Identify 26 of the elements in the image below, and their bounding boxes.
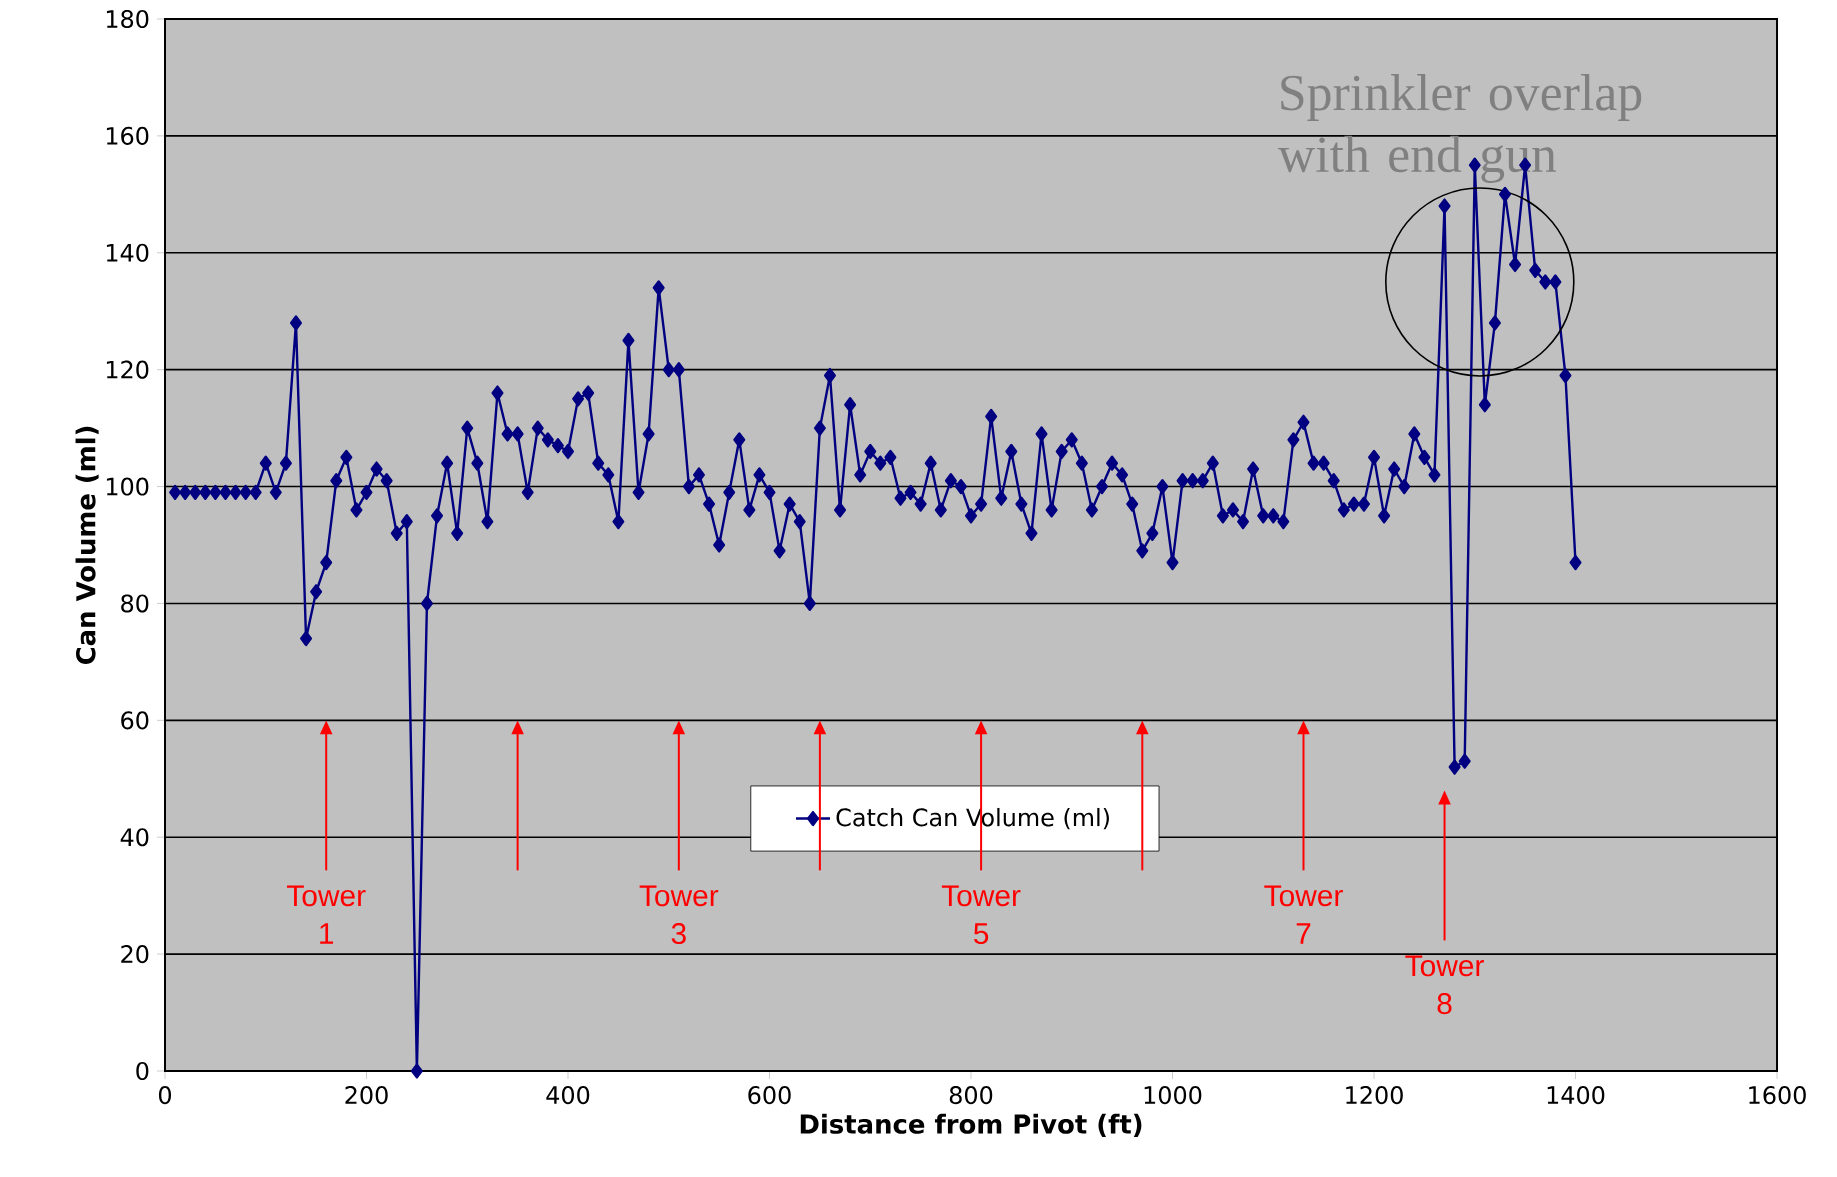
y-tick-label: 0 bbox=[136, 1061, 149, 1081]
x-axis-title: Distance from Pivot (ft) bbox=[800, 1113, 1142, 1137]
x-tick-label: 800 bbox=[949, 1086, 993, 1105]
annotation: Tower 1 bbox=[287, 885, 366, 944]
annotation: Tower 3 bbox=[639, 885, 719, 945]
x-tick-label: 600 bbox=[748, 1086, 791, 1105]
annotation: Tower 5 bbox=[941, 885, 1021, 945]
y-tick-label: 60 bbox=[121, 711, 149, 730]
y-tick-label: 140 bbox=[106, 243, 149, 262]
x-tick-label: 0 bbox=[158, 1086, 172, 1105]
x-tick-label: 1400 bbox=[1547, 1086, 1605, 1105]
y-tick-label: 80 bbox=[121, 594, 149, 613]
y-tick-label: 20 bbox=[121, 945, 149, 964]
y-tick-label: 160 bbox=[106, 126, 149, 145]
annotation: Tower 8 bbox=[1405, 955, 1484, 1015]
x-tick-label: 400 bbox=[546, 1086, 590, 1105]
y-tick-label: 100 bbox=[106, 477, 149, 496]
annotation: Tower 7 bbox=[1264, 885, 1343, 944]
x-tick-label: 1200 bbox=[1346, 1086, 1403, 1105]
y-axis-title: Can Volume (ml) bbox=[75, 426, 99, 665]
y-tick-label: 120 bbox=[106, 360, 149, 379]
y-tick-label: 40 bbox=[120, 828, 149, 847]
x-tick-label: 200 bbox=[345, 1086, 388, 1105]
y-tick-label: 180 bbox=[106, 9, 149, 29]
x-tick-label: 1600 bbox=[1749, 1086, 1806, 1105]
x-tick-label: 1000 bbox=[1144, 1086, 1202, 1105]
